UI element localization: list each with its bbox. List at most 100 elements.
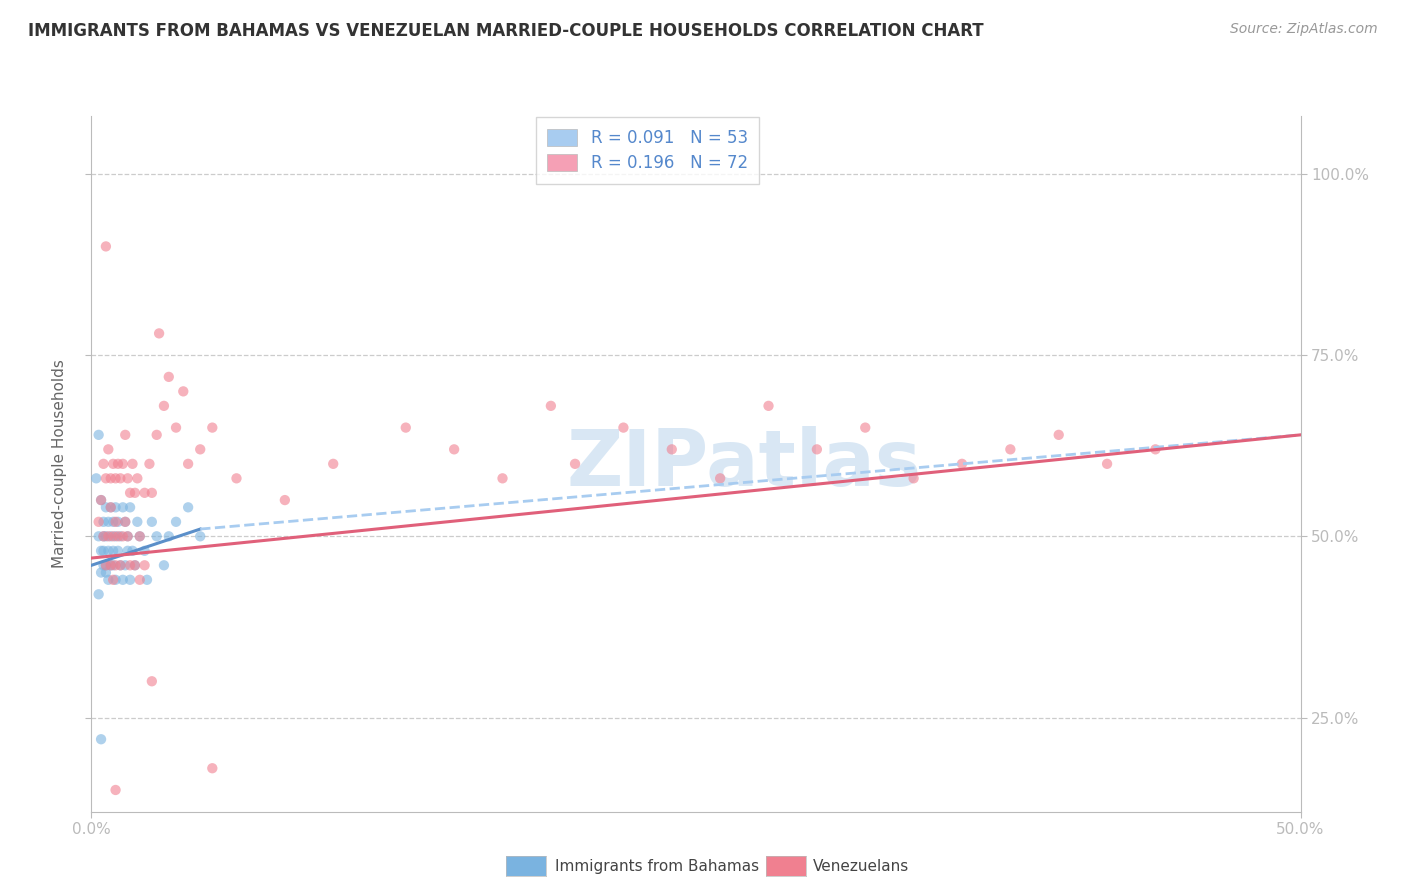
Point [100,500,122,515]
Point [117,529,139,543]
Point [121,544,143,558]
Point [853,420,876,434]
Point [274,493,297,508]
Point [134,544,156,558]
Point [101,457,124,471]
Point [100,471,122,485]
Point [145,428,167,442]
Point [97,544,120,558]
Point [93,515,115,529]
Point [94,566,117,580]
Point [111,500,134,515]
Point [201,420,224,434]
Point [188,529,211,543]
Point [104,558,127,573]
Point [165,515,187,529]
Point [114,428,136,442]
Point [903,471,925,485]
Point [93,457,115,471]
Point [94,471,117,485]
Text: Immigrants from Bahamas: Immigrants from Bahamas [555,859,759,873]
Point [114,515,136,529]
Point [128,529,150,543]
Point [97,515,120,529]
Point [141,674,163,689]
Point [395,420,418,434]
Point [87,515,110,529]
Point [157,369,180,384]
Point [120,485,142,500]
Point [564,457,586,471]
Text: Venezuelans: Venezuelans [813,859,908,873]
Point [120,573,142,587]
Point [134,558,156,573]
Point [128,529,150,543]
Point [124,558,146,573]
Point [117,529,139,543]
Point [127,515,149,529]
Point [124,485,146,500]
Point [93,529,115,543]
Point [172,384,194,399]
Point [661,442,683,457]
Point [110,558,132,573]
Point [94,500,117,515]
Point [145,529,167,543]
Point [93,558,115,573]
Point [177,457,200,471]
Point [121,457,143,471]
Point [101,529,124,543]
Point [107,457,129,471]
Point [90,732,112,747]
Point [148,326,170,341]
Point [111,457,134,471]
Point [94,239,117,253]
Point [100,558,122,573]
Point [101,558,124,573]
Point [177,500,200,515]
Point [117,544,139,558]
Point [100,529,122,543]
Point [111,529,134,543]
Point [322,457,344,471]
Point [111,573,134,587]
Point [104,783,127,797]
Point [104,471,127,485]
Point [153,399,176,413]
Point [110,529,132,543]
Point [97,442,120,457]
Point [100,558,122,573]
Point [540,399,562,413]
Point [709,471,731,485]
Point [97,529,120,543]
Point [104,515,127,529]
Point [107,515,129,529]
Point [443,442,465,457]
Point [107,544,129,558]
Point [201,761,224,775]
Point [1000,442,1022,457]
Point [90,493,112,508]
Point [950,457,973,471]
Point [107,529,129,543]
Point [165,420,187,434]
Point [94,558,117,573]
Text: Source: ZipAtlas.com: Source: ZipAtlas.com [1230,22,1378,37]
Point [136,573,159,587]
Point [101,515,124,529]
Point [141,485,163,500]
Point [153,558,176,573]
Point [758,399,780,413]
Point [120,558,142,573]
Point [97,573,120,587]
Point [94,558,117,573]
Y-axis label: Married-couple Households: Married-couple Households [52,359,67,568]
Point [1095,457,1118,471]
Point [87,587,110,601]
Point [93,544,115,558]
Text: IMMIGRANTS FROM BAHAMAS VS VENEZUELAN MARRIED-COUPLE HOUSEHOLDS CORRELATION CHAR: IMMIGRANTS FROM BAHAMAS VS VENEZUELAN MA… [28,22,984,40]
Point [87,529,110,543]
Point [134,485,156,500]
Point [87,428,110,442]
Point [114,515,136,529]
